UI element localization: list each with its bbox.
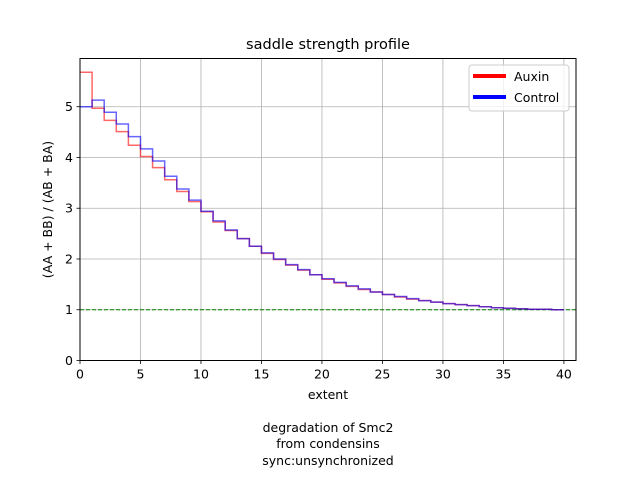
y-tick-label: 0: [65, 353, 73, 368]
caption: degradation of Smc2 from condensins sync…: [262, 420, 393, 468]
caption-line-2: from condensins: [276, 436, 379, 451]
x-tick-label: 10: [193, 367, 209, 382]
x-axis-label: extent: [308, 387, 348, 402]
legend-label-auxin: Auxin: [514, 69, 549, 84]
x-tick-label: 15: [254, 367, 270, 382]
y-tick-label: 3: [65, 201, 73, 216]
x-tick-label: 20: [314, 367, 330, 382]
x-tick-label: 35: [495, 367, 511, 382]
x-tick-label: 5: [137, 367, 145, 382]
chart-title: saddle strength profile: [246, 37, 410, 53]
axis-ticks: 0 5 10 15 20 25 30 35 40 0 1 2 3 4 5: [65, 99, 572, 381]
caption-line-3: sync:unsynchronized: [262, 453, 393, 468]
legend: Auxin Control: [468, 64, 570, 112]
x-tick-label: 25: [374, 367, 390, 382]
x-tick-label: 30: [435, 367, 451, 382]
series-layer: [80, 71, 564, 311]
x-tick-label: 0: [76, 367, 84, 382]
caption-line-1: degradation of Smc2: [263, 420, 394, 435]
x-tick-label: 40: [556, 367, 572, 382]
series-line-control: [80, 99, 564, 311]
plot-frame: [79, 58, 577, 361]
y-tick-label: 1: [65, 302, 73, 317]
y-tick-label: 4: [65, 150, 73, 165]
y-tick-label: 5: [65, 99, 73, 114]
y-tick-label: 2: [65, 251, 73, 266]
y-axis-label: (AA + BB) / (AB + BA): [40, 141, 55, 278]
legend-label-control: Control: [514, 90, 559, 105]
